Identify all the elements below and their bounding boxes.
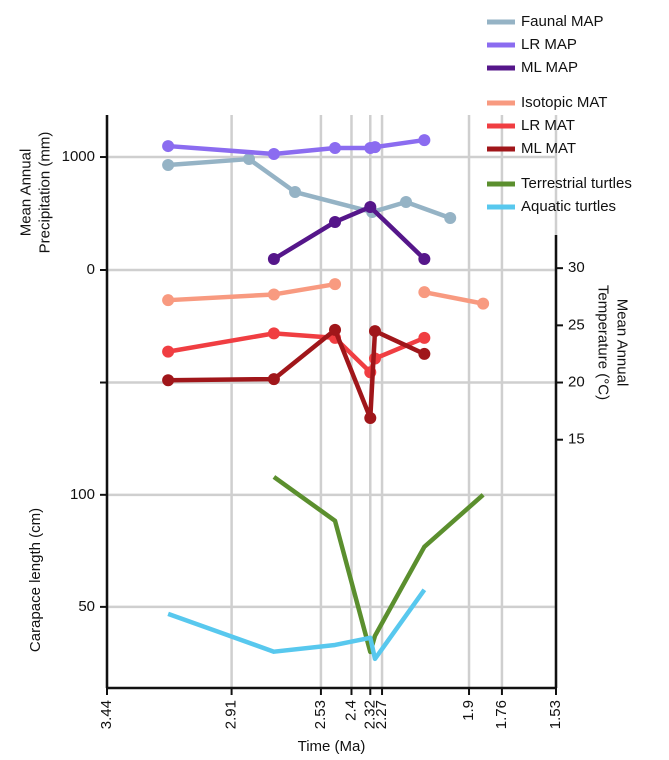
series-line	[167, 281, 484, 306]
legend-label: ML MAP	[521, 59, 578, 76]
point	[242, 153, 255, 166]
series-line	[272, 204, 426, 261]
point	[364, 200, 377, 213]
point	[364, 411, 377, 424]
point	[329, 141, 342, 154]
point	[267, 373, 280, 386]
x-tick-label: 2.32	[361, 700, 378, 729]
series-line	[167, 588, 427, 662]
legend-label: LR MAT	[521, 117, 575, 134]
legend-label: LR MAP	[521, 36, 577, 53]
point	[162, 294, 175, 307]
y-tick-label: 20	[568, 373, 585, 390]
point	[267, 327, 280, 340]
series-line	[167, 156, 451, 221]
y-tick-label: 100	[70, 486, 95, 503]
point	[418, 331, 431, 344]
plot	[162, 134, 490, 662]
y-tick-label: 0	[87, 261, 95, 278]
point	[289, 186, 302, 199]
x-tick-label: 2.4	[342, 700, 359, 721]
point	[418, 134, 431, 147]
x-axis-label: Time (Ma)	[298, 738, 366, 755]
point	[329, 323, 342, 336]
point	[418, 253, 431, 266]
y-tick-label: 50	[78, 598, 95, 615]
series-line	[168, 327, 426, 421]
y-axis-label: Carapace length (cm)	[27, 508, 44, 652]
legend-label: Isotopic MAT	[521, 94, 607, 111]
y-axis-label: Temperature (°C)	[595, 285, 612, 400]
x-tick-label: 1.9	[460, 700, 477, 721]
legend: Faunal MAP LR MAP ML MAP Isotopic MAT LR MAT…	[487, 13, 632, 215]
y-axis-label: Mean Annual	[17, 149, 34, 237]
y-tick-label: 1000	[62, 148, 95, 165]
x-tick-label: 1.76	[493, 700, 510, 729]
point	[267, 147, 280, 160]
point	[400, 195, 413, 208]
point	[267, 253, 280, 266]
series-line	[167, 137, 425, 157]
series-line	[272, 475, 485, 655]
legend-label: ML MAT	[521, 140, 576, 157]
x-tick-label: 1.53	[547, 700, 564, 729]
point	[329, 278, 342, 291]
point	[418, 347, 431, 360]
legend-label: Aquatic turtles	[521, 198, 616, 215]
point	[329, 215, 342, 228]
x-tick-label: 2.53	[312, 700, 329, 729]
legend-label: Faunal MAP	[521, 13, 604, 30]
point	[162, 159, 175, 172]
x-tick-label: 2.27	[373, 700, 390, 729]
point	[267, 288, 280, 301]
series-line	[167, 331, 426, 375]
point	[368, 141, 381, 154]
point	[368, 325, 381, 338]
point	[162, 374, 175, 387]
x-tick-label: 2.91	[223, 700, 240, 729]
x-tick-label: 3.44	[98, 700, 115, 729]
y-tick-label: 30	[568, 259, 585, 276]
point	[444, 212, 457, 225]
y-axis-label: Precipitation (mm)	[36, 132, 53, 254]
point	[162, 345, 175, 358]
legend-label: Terrestrial turtles	[521, 175, 632, 192]
y-axis-label: Mean Annual	[614, 299, 631, 387]
point	[162, 140, 175, 153]
point	[477, 297, 490, 310]
point	[418, 286, 431, 299]
axes: 3.44 2.91 2.53 2.4 2.322.27 1.9 1.76 1.53 Time (…	[17, 115, 631, 755]
y-tick-label: 25	[568, 316, 585, 333]
y-tick-label: 15	[568, 431, 585, 448]
